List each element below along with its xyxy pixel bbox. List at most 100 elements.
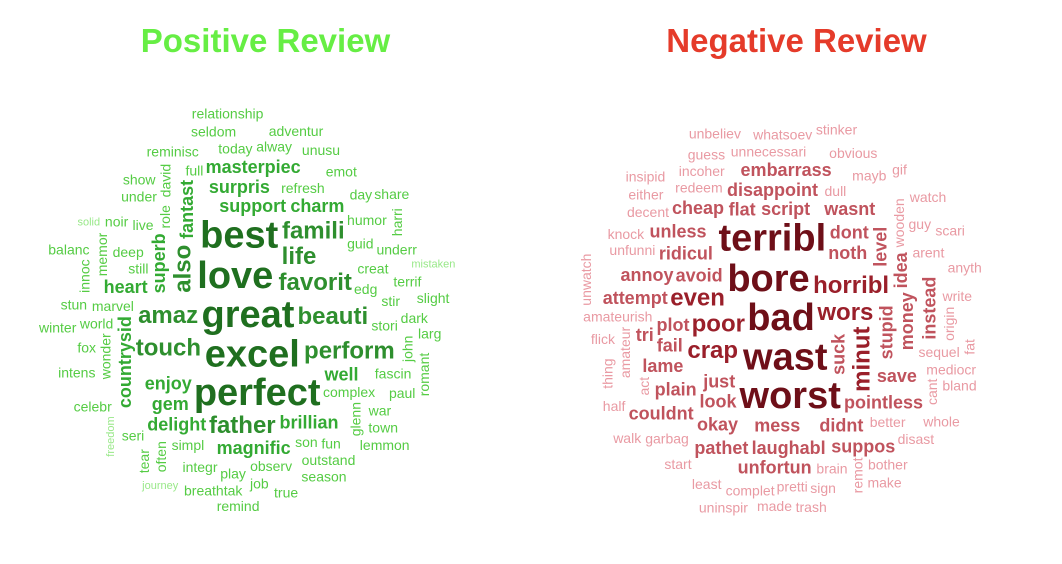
word-remot: remot xyxy=(850,457,866,493)
positive-review-title: Positive Review xyxy=(140,22,391,59)
word-delight: delight xyxy=(147,415,206,435)
word-seri: seri xyxy=(122,428,145,444)
word-guess: guess xyxy=(688,146,725,162)
word-often: often xyxy=(153,441,169,472)
word-heart: heart xyxy=(104,277,148,297)
word-whatsoev: whatsoev xyxy=(752,127,812,143)
word-terribl: terribl xyxy=(718,218,826,260)
word-romant: romant xyxy=(416,353,432,397)
word-pretti: pretti xyxy=(777,478,808,494)
word-trash: trash xyxy=(796,499,827,515)
word-suppos: suppos xyxy=(831,436,895,456)
word-glenn: glenn xyxy=(348,402,364,436)
word-true: true xyxy=(274,485,298,501)
word-thing: thing xyxy=(599,358,615,388)
word-noth: noth xyxy=(828,243,867,263)
word-relationship: relationship xyxy=(192,105,264,121)
word-perfect: perfect xyxy=(194,372,321,414)
word-fun: fun xyxy=(321,435,340,451)
word-crap: crap xyxy=(687,337,738,364)
word-full: full xyxy=(185,162,203,178)
word-amateur: amateur xyxy=(617,326,633,378)
word-brillian: brillian xyxy=(279,413,338,433)
word-play: play xyxy=(220,466,246,482)
word-well: well xyxy=(323,365,358,385)
word-innoc: innoc xyxy=(77,259,93,292)
word-origin: origin xyxy=(941,307,957,341)
word-simpl: simpl xyxy=(172,437,205,453)
negative-review-panel: bad wast bore worst terribl wors poor horribl cr… xyxy=(531,0,1062,564)
word-david: david xyxy=(158,164,174,197)
word-attempt: attempt xyxy=(603,288,668,308)
word-even: even xyxy=(670,285,725,312)
positive-word-cloud: great excel love perfect best favorit amaz beau… xyxy=(38,105,455,514)
word-john: john xyxy=(400,336,416,363)
word-flat: flat xyxy=(729,199,756,219)
word-beauti: beauti xyxy=(297,303,368,330)
word-mess: mess xyxy=(754,415,800,435)
word-better: better xyxy=(870,414,906,430)
word-marvel: marvel xyxy=(92,298,134,314)
word-father: father xyxy=(209,412,276,439)
word-remind: remind xyxy=(217,498,260,514)
word-worst: worst xyxy=(739,375,842,417)
word-stinker: stinker xyxy=(816,122,858,138)
word-wasnt: wasnt xyxy=(823,199,875,219)
word-fantast: fantast xyxy=(177,180,197,239)
word-flick: flick xyxy=(591,331,616,347)
word-least: least xyxy=(692,476,722,492)
word-lemmon: lemmon xyxy=(360,437,410,453)
word-enjoy: enjoy xyxy=(145,374,192,394)
word-famili: famili xyxy=(282,217,345,244)
word-unwatch: unwatch xyxy=(578,254,594,306)
word-complex: complex xyxy=(323,384,375,400)
word-gif: gif xyxy=(892,161,907,177)
word-unfortun: unfortun xyxy=(738,457,812,477)
word-still: still xyxy=(128,261,148,277)
word-amateurish: amateurish xyxy=(583,309,652,325)
word-stir: stir xyxy=(381,293,400,309)
word-breathtak: breathtak xyxy=(184,482,243,498)
word-brain: brain xyxy=(816,461,847,477)
word-write: write xyxy=(942,288,973,304)
word-ridicul: ridicul xyxy=(659,243,713,263)
word-son: son xyxy=(295,434,318,450)
word-mediocr: mediocr xyxy=(926,362,976,378)
word-redeem: redeem xyxy=(675,180,722,196)
word-dont: dont xyxy=(830,222,869,242)
word-freedom: freedom xyxy=(105,416,117,456)
word-tri: tri xyxy=(636,325,654,345)
word-bother: bother xyxy=(868,457,908,473)
word-whole: whole xyxy=(922,413,960,429)
word-integr: integr xyxy=(182,459,217,475)
word-lame: lame xyxy=(642,356,683,376)
word-couldnt: couldnt xyxy=(629,403,694,423)
word-job: job xyxy=(249,475,269,491)
word-fox: fox xyxy=(77,340,96,356)
word-love: love xyxy=(197,255,273,297)
word-terrif: terrif xyxy=(393,274,421,290)
word-under: under xyxy=(121,188,157,204)
word-reminisc: reminisc xyxy=(147,143,199,159)
word-excel: excel xyxy=(205,333,300,375)
word-bore: bore xyxy=(727,258,809,300)
word-pathet: pathet xyxy=(694,438,748,458)
word-emot: emot xyxy=(326,163,357,179)
word-surpris: surpris xyxy=(209,177,270,197)
word-cheap: cheap xyxy=(672,198,724,218)
word-wooden: wooden xyxy=(891,198,907,248)
word-arent: arent xyxy=(912,244,944,260)
word-annoy: annoy xyxy=(620,265,673,285)
word-stupid: stupid xyxy=(877,305,897,359)
word-poor: poor xyxy=(692,310,745,337)
word-plain: plain xyxy=(655,380,697,400)
word-money: money xyxy=(897,292,917,350)
word-made: made xyxy=(757,498,792,514)
word-sign: sign xyxy=(810,480,836,496)
word-role: role xyxy=(157,205,173,229)
word-script: script xyxy=(761,199,810,219)
word-half: half xyxy=(603,398,626,414)
word-masterpiec: masterpiec xyxy=(206,157,301,177)
word-war: war xyxy=(368,403,392,419)
word-amaz: amaz xyxy=(138,302,198,329)
